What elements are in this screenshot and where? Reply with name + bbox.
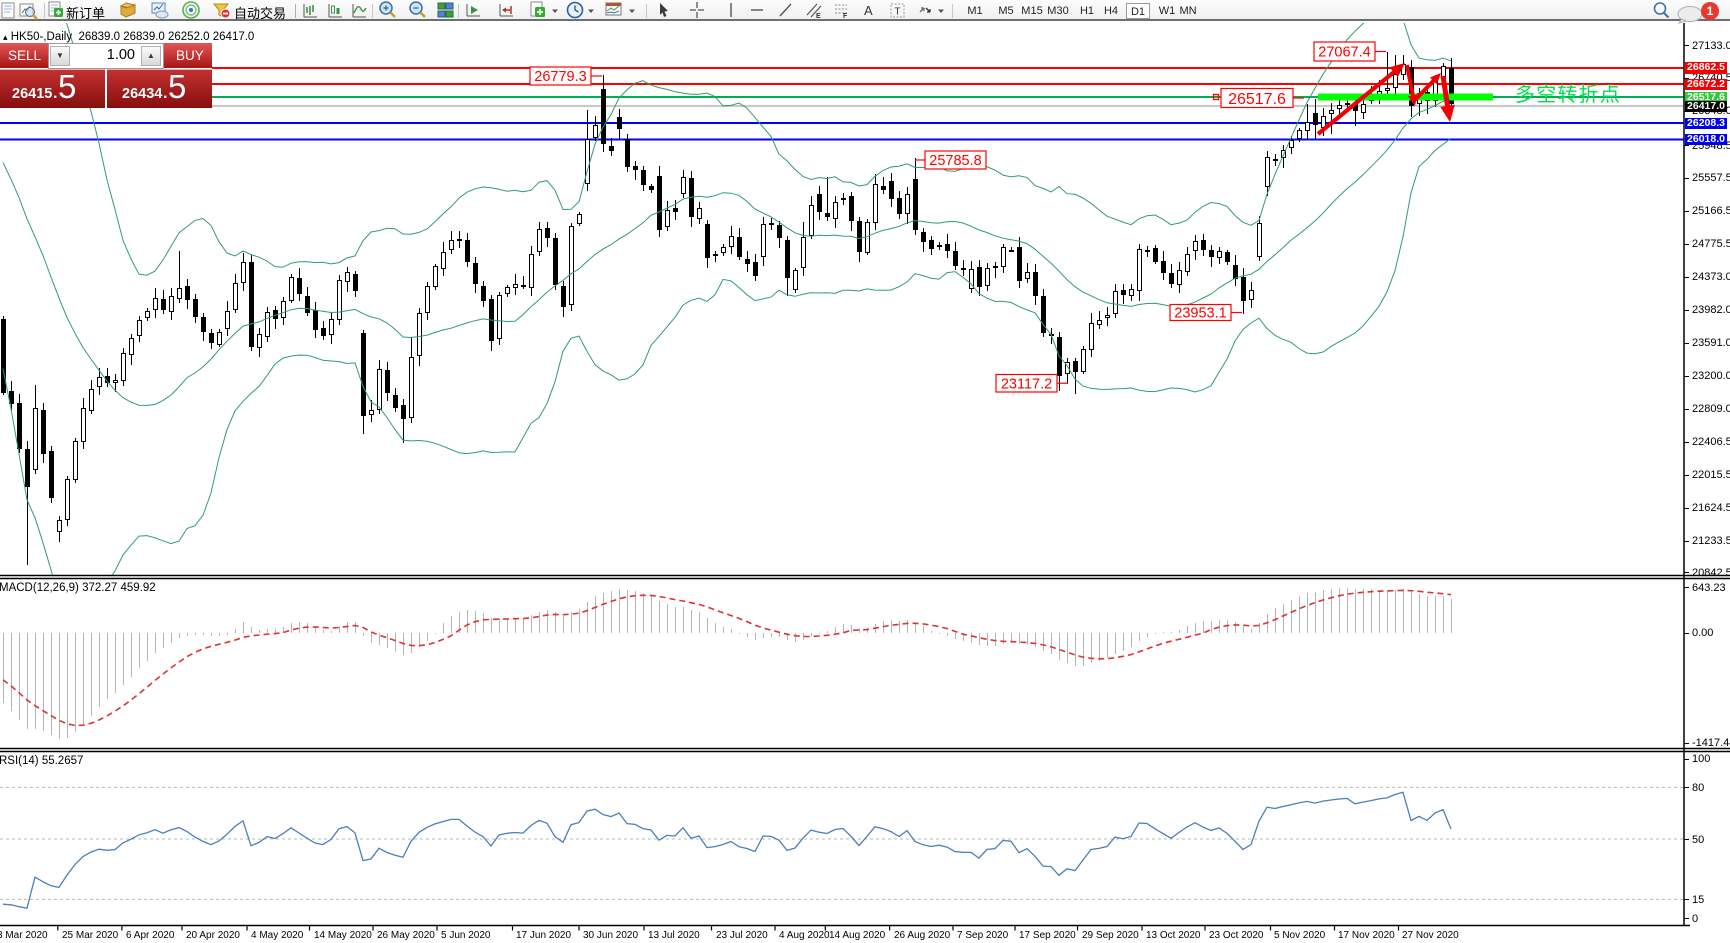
svg-text:1: 1 bbox=[1707, 4, 1714, 18]
svg-text:26517.6: 26517.6 bbox=[1228, 91, 1286, 108]
svg-text:23117.2: 23117.2 bbox=[1001, 376, 1052, 392]
svg-text:23953.1: 23953.1 bbox=[1174, 306, 1226, 322]
svg-text:25785.8: 25785.8 bbox=[929, 153, 981, 169]
svg-text:E: E bbox=[816, 13, 821, 20]
svg-text:27067.4: 27067.4 bbox=[1318, 45, 1370, 61]
svg-text:T: T bbox=[895, 7, 901, 18]
svg-text:F: F bbox=[843, 13, 848, 20]
svg-text:26779.3: 26779.3 bbox=[534, 69, 586, 85]
svg-text:A: A bbox=[864, 3, 873, 18]
